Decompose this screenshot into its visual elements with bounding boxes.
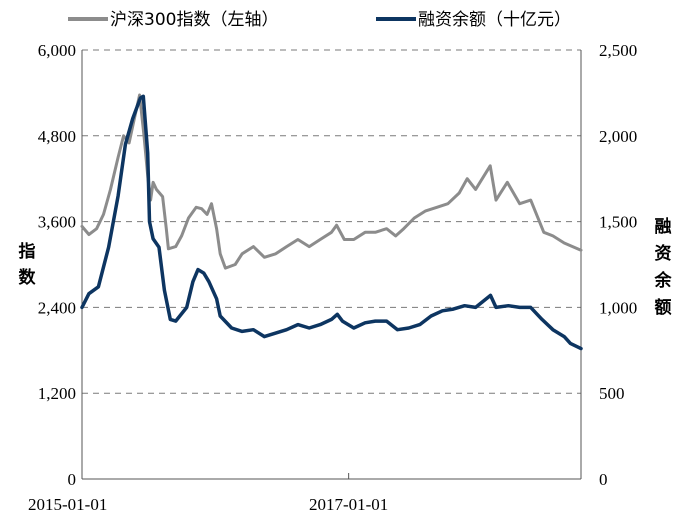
right-tick-label: 1,000 bbox=[599, 298, 637, 317]
right-axis-title-char: 额 bbox=[655, 297, 672, 318]
series-line-index bbox=[80, 93, 583, 270]
x-tick-label: 2015-01-01 bbox=[28, 495, 107, 514]
right-tick-label: 2,500 bbox=[599, 41, 637, 60]
x-tick-label: 2017-01-01 bbox=[309, 495, 388, 514]
left-tick-label: 6,000 bbox=[38, 41, 76, 60]
x-axis-tick-labels: 2015-01-01 2017-01-01 bbox=[28, 473, 388, 514]
legend-label-index: 沪深300指数（左轴） bbox=[110, 10, 278, 30]
right-axis-title-char: 融 bbox=[655, 217, 672, 237]
series-line-margin bbox=[80, 94, 583, 351]
axes bbox=[81, 50, 582, 480]
series-lines bbox=[80, 93, 583, 351]
right-tick-label: 2,000 bbox=[599, 127, 637, 146]
legend-label-margin: 融资余额（十亿元） bbox=[418, 10, 571, 30]
gridlines bbox=[82, 49, 581, 394]
left-tick-label: 0 bbox=[68, 470, 77, 489]
right-axis-title: 融资余额 bbox=[654, 217, 673, 318]
left-tick-label: 2,400 bbox=[38, 298, 76, 317]
left-tick-label: 1,200 bbox=[38, 384, 76, 403]
right-tick-label: 1,500 bbox=[599, 213, 637, 232]
right-tick-label: 500 bbox=[599, 384, 625, 403]
left-axis-title: 指数 bbox=[19, 241, 37, 288]
right-tick-label: 0 bbox=[599, 470, 608, 489]
left-axis-tick-labels: 0 1,200 2,400 3,600 4,800 6,000 bbox=[38, 41, 76, 489]
left-tick-label: 3,600 bbox=[38, 213, 76, 232]
left-axis-title-char: 指 bbox=[19, 241, 36, 262]
right-axis-title-char: 资 bbox=[655, 243, 672, 264]
left-axis-title-char: 数 bbox=[19, 267, 37, 288]
left-tick-label: 4,800 bbox=[38, 127, 76, 146]
right-axis-tick-labels: 0 500 1,000 1,500 2,000 2,500 bbox=[599, 41, 637, 489]
legend: 沪深300指数（左轴） 融资余额（十亿元） bbox=[68, 10, 571, 30]
right-axis-title-char: 余 bbox=[654, 270, 673, 291]
